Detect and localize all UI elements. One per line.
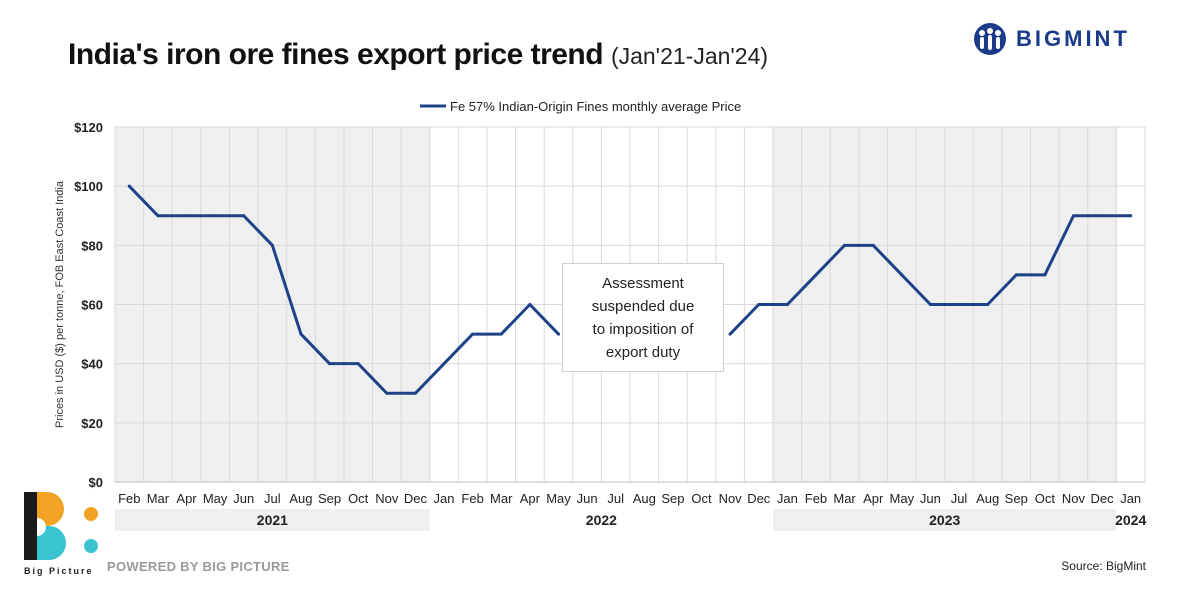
x-tick-label: Feb — [461, 491, 483, 506]
x-tick-label: Mar — [147, 491, 170, 506]
annotation-box: Assessment suspended due to imposition o… — [562, 263, 724, 372]
data-point — [328, 362, 332, 366]
x-tick-label: Sep — [1005, 491, 1028, 506]
data-point — [757, 303, 761, 306]
chart-title: India's iron ore fines export price tren… — [68, 38, 768, 72]
x-tick-label: Oct — [348, 491, 369, 506]
x-tick-label: Jun — [577, 491, 598, 506]
data-point — [728, 332, 732, 336]
x-tick-label: Dec — [747, 491, 771, 506]
chart-title-sub: (Jan'21-Jan'24) — [610, 43, 769, 69]
data-point — [156, 214, 160, 218]
x-tick-label: Mar — [490, 491, 513, 506]
x-tick-label: May — [546, 491, 571, 506]
year-label: 2022 — [586, 512, 617, 528]
x-tick-label: Nov — [375, 491, 399, 506]
x-tick-label: Apr — [520, 491, 541, 506]
year-label-band — [115, 509, 430, 531]
data-point — [900, 273, 904, 277]
x-tick-label: Mar — [833, 491, 856, 506]
y-tick-label: $80 — [81, 238, 103, 253]
data-point — [499, 332, 503, 336]
y-tick-label: $60 — [81, 298, 103, 313]
data-point — [1043, 273, 1047, 277]
x-tick-label: Nov — [719, 491, 743, 506]
data-point — [986, 303, 990, 306]
data-point — [213, 214, 217, 218]
x-tick-label: Dec — [404, 491, 428, 506]
year-label: 2024 — [1115, 512, 1146, 528]
x-tick-label: Apr — [176, 491, 197, 506]
x-tick-label: Feb — [805, 491, 827, 506]
year-label-band — [773, 509, 1117, 531]
data-point — [299, 332, 303, 336]
year-label: 2021 — [257, 512, 288, 528]
data-point — [385, 391, 389, 395]
x-tick-label: Aug — [976, 491, 999, 506]
x-tick-label: Aug — [633, 491, 656, 506]
annotation-line: suspended due — [591, 297, 695, 315]
bigmint-logo: BIGMINT — [972, 22, 1130, 56]
x-tick-label: Aug — [289, 491, 312, 506]
x-tick-label: Jun — [920, 491, 941, 506]
data-point — [871, 243, 875, 247]
x-tick-label: Jan — [1120, 491, 1141, 506]
data-point — [928, 303, 932, 306]
data-point — [270, 243, 274, 247]
year-label: 2023 — [929, 512, 960, 528]
big-picture-text: Big Picture — [24, 566, 94, 576]
x-tick-label: Dec — [1091, 491, 1115, 506]
annotation-line: export duty — [605, 343, 681, 361]
data-point — [528, 303, 532, 306]
x-tick-label: Oct — [691, 491, 712, 506]
data-point — [471, 332, 475, 336]
data-point — [1014, 273, 1018, 277]
y-axis-title: Prices in USD ($) per tonne, FOB East Co… — [54, 180, 66, 428]
data-point — [356, 362, 360, 366]
data-point — [957, 303, 961, 306]
x-tick-label: Oct — [1035, 491, 1056, 506]
y-tick-label: $120 — [74, 120, 103, 135]
data-point — [442, 362, 446, 366]
data-point — [127, 184, 131, 188]
source-text: Source: BigMint — [1061, 559, 1146, 573]
bigmint-people-icon — [974, 23, 1006, 55]
data-point — [556, 332, 560, 336]
x-tick-label: Jul — [607, 491, 624, 506]
data-point — [1129, 214, 1133, 218]
x-tick-label: Sep — [318, 491, 341, 506]
x-tick-label: May — [203, 491, 228, 506]
chart-title-main: India's iron ore fines export price tren… — [68, 38, 604, 71]
data-point — [814, 273, 818, 277]
y-tick-label: $20 — [81, 416, 103, 431]
legend-label: Fe 57% Indian-Origin Fines monthly avera… — [450, 99, 741, 114]
y-tick-label: $40 — [81, 357, 103, 372]
x-tick-label: Sep — [661, 491, 684, 506]
series-line — [127, 184, 560, 395]
data-point — [185, 214, 189, 218]
annotation-line: to imposition of — [592, 320, 694, 338]
data-point — [1100, 214, 1104, 218]
x-tick-label: Jan — [777, 491, 798, 506]
data-point — [785, 303, 789, 306]
y-tick-label: $100 — [74, 179, 103, 194]
powered-by-text: POWERED BY BIG PICTURE — [107, 559, 290, 574]
x-tick-label: Jul — [951, 491, 968, 506]
bigmint-wordmark: BIGMINT — [1016, 26, 1130, 51]
y-tick-label: $0 — [89, 475, 103, 490]
data-point — [1071, 214, 1075, 218]
x-tick-label: Apr — [863, 491, 884, 506]
annotation-line: Assessment — [602, 274, 684, 292]
data-point — [843, 243, 847, 247]
x-tick-label: Jun — [233, 491, 254, 506]
x-tick-label: Feb — [118, 491, 140, 506]
big-picture-logo — [24, 492, 98, 560]
x-tick-label: Nov — [1062, 491, 1086, 506]
data-point — [242, 214, 246, 218]
x-tick-label: May — [890, 491, 915, 506]
x-tick-label: Jul — [264, 491, 281, 506]
data-point — [413, 391, 417, 395]
x-tick-label: Jan — [434, 491, 455, 506]
